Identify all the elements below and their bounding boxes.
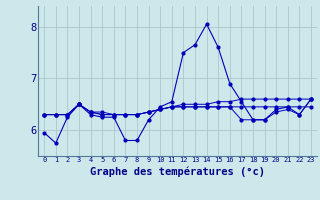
X-axis label: Graphe des températures (°c): Graphe des températures (°c) (90, 166, 265, 177)
